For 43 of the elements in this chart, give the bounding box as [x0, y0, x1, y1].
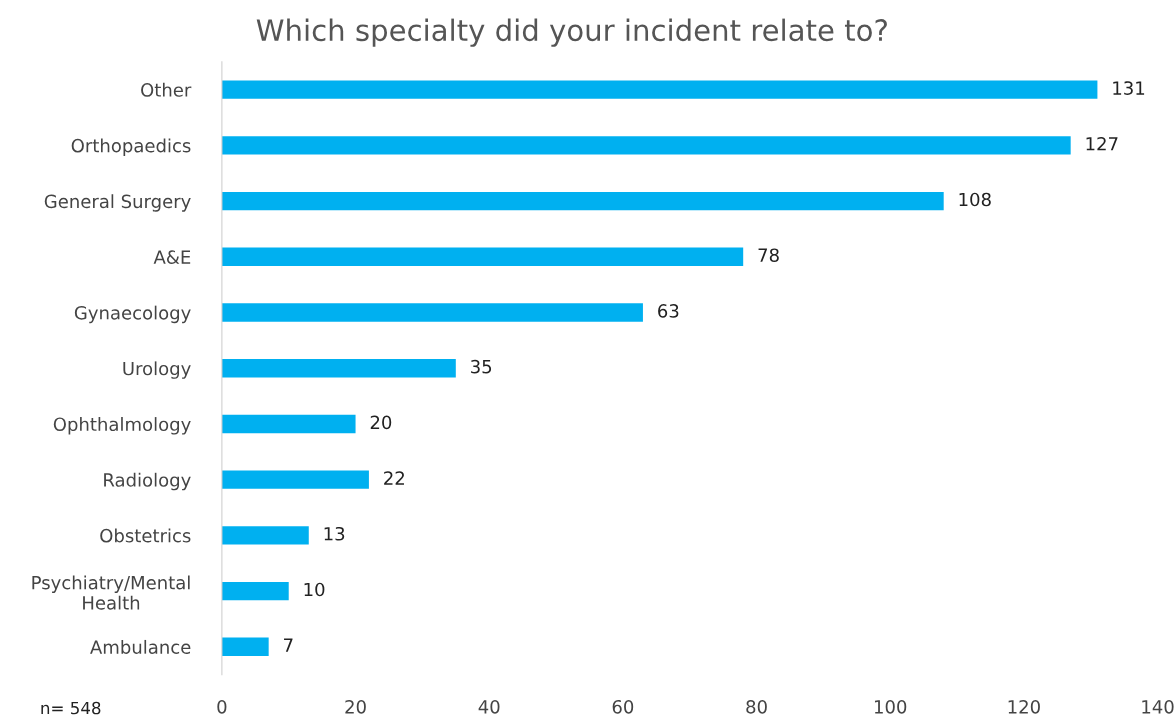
data-label: 63 [658, 304, 679, 318]
y-tick-label: Obstetrics [100, 528, 191, 543]
data-label: 131 [1113, 81, 1145, 95]
bar [221, 136, 1071, 155]
x-tick-label: 140 [1142, 699, 1174, 714]
bar [221, 191, 944, 211]
data-label: 20 [370, 415, 392, 430]
bar [221, 414, 356, 434]
bar [221, 359, 456, 378]
x-tick-label: 60 [612, 699, 634, 714]
chart-title: Which specialty did your incident relate to? [256, 18, 887, 47]
bar [221, 526, 309, 545]
y-tick-label: Psychiatry/Mental Health [32, 575, 190, 610]
x-tick-label: 0 [217, 699, 227, 714]
data-label: 13 [324, 526, 345, 541]
x-tick-label: 20 [345, 699, 366, 714]
x-tick-label: 80 [746, 699, 767, 714]
data-label: 7 [284, 638, 293, 652]
y-tick-label: Ambulance [90, 639, 191, 654]
y-tick-label: Gynaecology [74, 305, 191, 324]
bar [221, 80, 1098, 99]
x-tick-label: 120 [1008, 699, 1040, 714]
data-label: 78 [758, 248, 779, 263]
bar [221, 303, 643, 322]
text: n= 548 [41, 701, 101, 715]
bar [221, 470, 369, 489]
data-label: 108 [959, 192, 991, 207]
data-label: 127 [1086, 136, 1118, 151]
y-tick-label: Orthopaedics [71, 138, 191, 156]
bar [221, 581, 289, 601]
y-tick-label: A&E [153, 250, 191, 264]
bar [221, 247, 744, 266]
data-label: 10 [304, 582, 325, 597]
y-tick-label: Urology [123, 361, 191, 379]
data-label: 22 [384, 471, 404, 485]
y-tick-label: General Surgery [44, 194, 191, 212]
y-tick-label: Other [141, 82, 192, 97]
x-tick-label: 100 [874, 699, 907, 714]
data-label: 35 [471, 359, 492, 374]
y-tick-label: Radiology [104, 472, 191, 491]
x-tick-label: 40 [478, 699, 500, 714]
bar [221, 637, 269, 656]
y-tick-label: Ophthalmology [53, 417, 191, 435]
